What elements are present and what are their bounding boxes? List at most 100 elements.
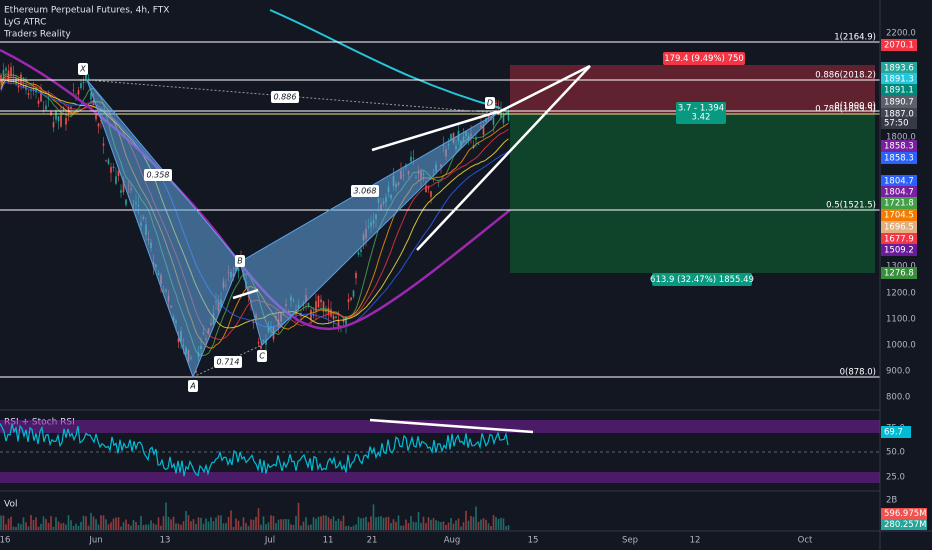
trend-line — [232, 288, 259, 300]
volume-bar — [257, 508, 260, 530]
volume-bar — [162, 516, 165, 530]
candle-body — [42, 109, 45, 111]
price-tag-label: 1891.3 — [884, 75, 914, 85]
volume-bar — [365, 516, 367, 530]
price-label: 1000.0 — [886, 341, 916, 351]
candle-body — [92, 99, 95, 105]
volume-bar — [5, 524, 7, 530]
volume-bar — [55, 517, 57, 530]
candle-body — [117, 170, 120, 177]
volume-bar — [75, 523, 77, 530]
volume-bar — [77, 525, 80, 530]
volume-bar — [220, 515, 222, 530]
candle-body — [335, 316, 337, 318]
volume-bar — [340, 520, 342, 530]
volume-bar — [105, 519, 107, 530]
volume-bar — [110, 522, 112, 530]
volume-bar — [302, 521, 305, 530]
volume-bar — [195, 523, 197, 530]
volume-bar — [87, 525, 90, 530]
volume-bar — [187, 515, 190, 530]
candle-body — [90, 92, 92, 100]
volume-bar — [247, 525, 250, 530]
volume-bar — [15, 526, 17, 530]
candle-body — [115, 176, 117, 184]
volume-bar — [410, 516, 412, 530]
candle-body — [37, 100, 40, 104]
candle-body — [307, 303, 310, 306]
volume-bar — [335, 520, 337, 530]
volume-bar — [100, 515, 102, 530]
volume-bar — [300, 525, 302, 530]
volume-bar — [175, 523, 177, 530]
volume-bar — [427, 517, 430, 530]
volume-bar — [462, 522, 465, 530]
volume-bar — [217, 515, 220, 530]
candle-body — [60, 114, 62, 127]
volume-bar — [402, 525, 405, 530]
volume-bar — [182, 521, 185, 530]
stop-zone — [510, 113, 875, 273]
volume-bar — [0, 515, 2, 530]
volume-bar — [127, 524, 130, 530]
candle-body — [265, 339, 267, 345]
volume-bar — [280, 519, 282, 530]
volume-bar — [40, 523, 42, 530]
volume-bar — [412, 521, 415, 530]
volume-bar — [320, 516, 322, 530]
volume-bar — [460, 526, 462, 530]
volume-bar — [325, 515, 327, 530]
candle-body — [360, 249, 362, 252]
volume-bar — [390, 523, 392, 530]
volume-bar — [450, 517, 452, 530]
volume-bar — [445, 524, 447, 530]
fib-label: 0(1900.0) — [834, 102, 876, 112]
price-tag-label: 1890.7 — [884, 98, 914, 108]
price-tag — [881, 140, 917, 152]
volume-bar — [297, 502, 300, 530]
price-tag — [881, 175, 917, 187]
volume-bar — [310, 524, 312, 530]
candle-body — [477, 143, 480, 145]
pattern-point-box — [257, 350, 267, 362]
pattern-point: X — [79, 65, 86, 74]
candle-body — [260, 345, 262, 349]
volume-bar — [487, 523, 490, 530]
price-label: 2200.0 — [886, 29, 916, 39]
volume-bar — [12, 526, 15, 530]
price-tag-label: 1858.3 — [884, 154, 914, 164]
volume-bar — [132, 519, 135, 530]
volume-bar — [122, 522, 125, 530]
volume-bar — [292, 524, 295, 530]
candle-body — [72, 89, 75, 91]
price-label: 1800.0 — [886, 133, 916, 143]
volume-bar — [272, 515, 275, 530]
candle-body — [112, 166, 115, 169]
volume-bar — [285, 518, 287, 530]
volume-bar — [235, 518, 237, 530]
volume-bar — [437, 521, 440, 530]
volume-bar — [237, 520, 240, 530]
volume-bar — [215, 517, 217, 530]
price-label: 1300.0 — [886, 262, 916, 272]
date-label: Jun — [88, 536, 102, 546]
candle-body — [412, 158, 415, 159]
candle-body — [177, 338, 180, 343]
volume-bar — [355, 524, 357, 530]
volume-bar — [395, 521, 397, 530]
rsi-line — [0, 423, 509, 477]
candle-body — [95, 114, 97, 120]
ratio-label: 3.7 - 1.394 — [678, 104, 724, 114]
volume-bar — [70, 520, 72, 530]
volume-bar — [457, 518, 460, 530]
candle-body — [347, 299, 350, 303]
fib-label: 1(2164.9) — [834, 33, 876, 43]
candle-body — [315, 301, 317, 311]
volume-bar — [475, 506, 477, 530]
volume-bar — [117, 517, 120, 530]
price-tag-label: 1804.7 — [884, 177, 914, 187]
candle-body — [247, 296, 250, 298]
candle-body — [357, 252, 360, 255]
volume-bar — [397, 515, 400, 530]
volume-bar — [400, 525, 402, 530]
